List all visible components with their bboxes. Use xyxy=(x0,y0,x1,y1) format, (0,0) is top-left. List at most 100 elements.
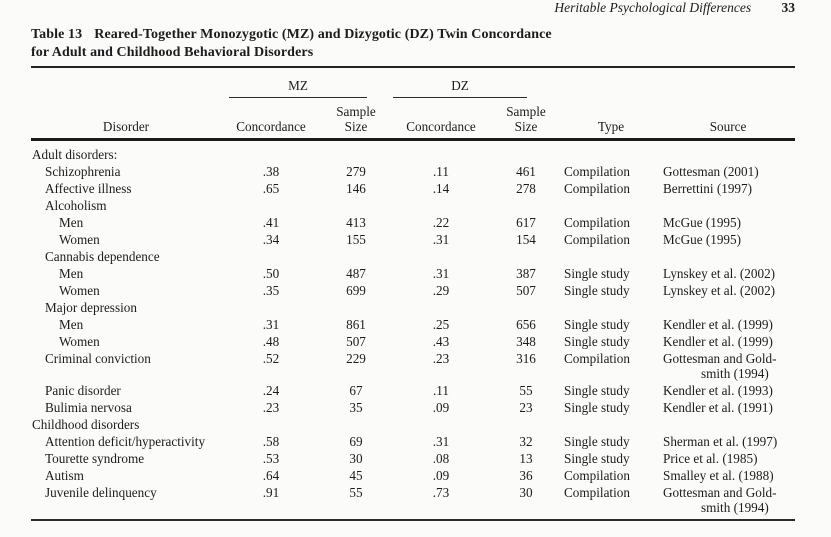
cell-disorder: Men xyxy=(59,266,84,281)
cell-mz-sample-size: 146 xyxy=(346,181,366,196)
cell-source-line2: smith (1994) xyxy=(701,500,769,515)
header-dz-sample-size: Sample Size xyxy=(491,98,561,141)
header-dz-concordance: Concordance xyxy=(391,98,491,141)
cell-dz-sample-size: 154 xyxy=(516,232,536,247)
header-mz-concordance: Concordance xyxy=(221,98,321,141)
cell-dz-concordance: .23 xyxy=(432,351,450,366)
cell-dz-sample-size xyxy=(491,248,561,265)
cell-disorder: Affective illness xyxy=(45,181,132,196)
spanner-row: MZ DZ xyxy=(31,75,795,98)
table-row: Women .35 699 .29 507 Single study Lynsk… xyxy=(31,282,795,299)
cell-mz-sample-size xyxy=(321,197,391,214)
cell-mz-sample-size xyxy=(321,140,391,164)
table-row: Autism .64 45 .09 36 Compilation Smalley… xyxy=(31,467,795,484)
cell-mz-concordance: .58 xyxy=(262,434,280,449)
cell-dz-concordance xyxy=(391,197,491,214)
cell-disorder: Men xyxy=(59,215,84,230)
cell-source xyxy=(661,140,795,164)
table-row: Juvenile delinquency .91 55 .73 30 Compi… xyxy=(31,484,795,516)
spanner-empty xyxy=(31,75,221,98)
cell-type xyxy=(561,416,661,433)
cell-mz-concordance: .34 xyxy=(262,232,280,247)
cell-dz-concordance: .11 xyxy=(433,164,449,179)
cell-dz-concordance xyxy=(391,248,491,265)
cell-source xyxy=(661,299,795,316)
cell-mz-sample-size: 861 xyxy=(346,317,366,332)
cell-dz-sample-size xyxy=(491,197,561,214)
table-row: Bulimia nervosa .23 35 .09 23 Single stu… xyxy=(31,399,795,416)
cell-disorder: Cannabis dependence xyxy=(45,249,160,264)
dz-spanner: DZ xyxy=(391,75,561,98)
cell-type xyxy=(561,197,661,214)
cell-type: Compilation xyxy=(564,232,630,247)
table-row: Affective illness .65 146 .14 278 Compil… xyxy=(31,180,795,197)
table-row: Schizophrenia .38 279 .11 461 Compilatio… xyxy=(31,163,795,180)
cell-disorder: Schizophrenia xyxy=(45,164,121,179)
cell-disorder: Alcoholism xyxy=(45,198,107,213)
cell-mz-concordance xyxy=(221,197,321,214)
cell-source: Gottesman and Gold-smith (1994) xyxy=(661,484,795,516)
cell-mz-concordance: .53 xyxy=(262,451,280,466)
cell-dz-concordance: .29 xyxy=(432,283,450,298)
cell-mz-sample-size: 67 xyxy=(349,383,363,398)
cell-mz-concordance: .31 xyxy=(262,317,280,332)
cell-dz-concordance: .09 xyxy=(432,400,450,415)
table-row: Panic disorder .24 67 .11 55 Single stud… xyxy=(31,382,795,399)
cell-mz-sample-size xyxy=(321,416,391,433)
table-row: Major depression xyxy=(31,299,795,316)
table-head: MZ DZ Disorder Concordance Sample Size C… xyxy=(31,75,795,141)
cell-dz-sample-size xyxy=(491,299,561,316)
cell-type: Compilation xyxy=(564,215,630,230)
cell-dz-concordance xyxy=(391,416,491,433)
cell-disorder: Childhood disorders xyxy=(32,417,140,432)
cell-disorder: Women xyxy=(59,334,100,349)
cell-disorder: Juvenile delinquency xyxy=(45,485,157,500)
cell-source: Smalley et al. (1988) xyxy=(663,468,774,483)
cell-mz-concordance: .41 xyxy=(262,215,280,230)
cell-source: Price et al. (1985) xyxy=(663,451,758,466)
table-row: Tourette syndrome .53 30 .08 13 Single s… xyxy=(31,450,795,467)
cell-mz-concordance: .91 xyxy=(262,485,280,500)
header-mz-sample-size: Sample Size xyxy=(321,98,391,141)
cell-dz-concordance: .11 xyxy=(433,383,449,398)
cell-mz-sample-size xyxy=(321,248,391,265)
cell-disorder: Men xyxy=(59,317,84,332)
cell-dz-sample-size: 348 xyxy=(516,334,536,349)
cell-dz-concordance: .43 xyxy=(432,334,450,349)
cell-disorder: Tourette syndrome xyxy=(45,451,145,466)
spanner-empty xyxy=(661,75,795,98)
cell-mz-sample-size: 413 xyxy=(346,215,366,230)
cell-dz-concordance: .09 xyxy=(432,468,450,483)
cell-disorder: Major depression xyxy=(45,300,137,315)
cell-dz-sample-size: 461 xyxy=(516,164,536,179)
cell-source: Kendler et al. (1999) xyxy=(663,317,773,332)
cell-mz-sample-size xyxy=(321,299,391,316)
cell-dz-concordance: .08 xyxy=(432,451,450,466)
cell-type: Compilation xyxy=(564,164,630,179)
cell-type xyxy=(561,299,661,316)
cell-dz-concordance: .25 xyxy=(432,317,450,332)
table-title-line2: for Adult and Childhood Behavioral Disor… xyxy=(31,44,314,60)
cell-mz-sample-size: 69 xyxy=(349,434,363,449)
cell-dz-concordance: .73 xyxy=(432,485,450,500)
cell-type: Single study xyxy=(564,383,630,398)
cell-type: Compilation xyxy=(564,181,630,196)
cell-source: Sherman et al. (1997) xyxy=(663,434,778,449)
cell-dz-sample-size: 30 xyxy=(519,485,533,500)
table-row: Criminal conviction .52 229 .23 316 Comp… xyxy=(31,350,795,382)
cell-source: Kendler et al. (1999) xyxy=(663,334,773,349)
cell-type: Compilation xyxy=(564,351,630,366)
cell-dz-concordance xyxy=(391,140,491,164)
cell-mz-concordance: .35 xyxy=(262,283,280,298)
cell-mz-sample-size: 229 xyxy=(346,351,366,366)
cell-type: Single study xyxy=(564,334,630,349)
table-title-line1: Reared-Together Monozygotic (MZ) and Diz… xyxy=(94,27,552,42)
cell-source: Gottesman and Gold-smith (1994) xyxy=(661,350,795,382)
cell-disorder: Attention deficit/hyperactivity xyxy=(45,434,206,449)
cell-type: Compilation xyxy=(564,468,630,483)
cell-mz-concordance: .38 xyxy=(262,164,280,179)
cell-mz-concordance: .23 xyxy=(262,400,280,415)
title-rule xyxy=(31,66,795,68)
cell-disorder: Women xyxy=(59,283,100,298)
